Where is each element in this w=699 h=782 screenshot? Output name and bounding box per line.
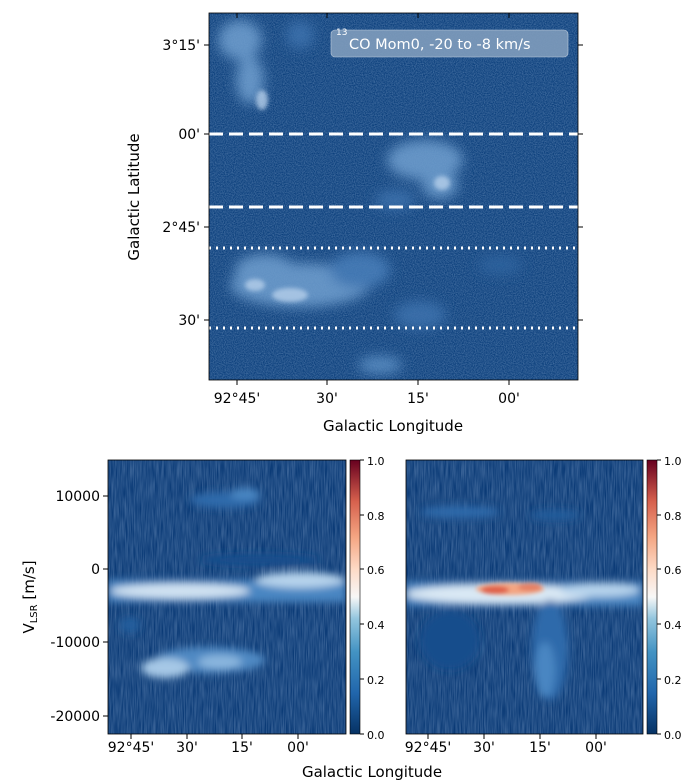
pv-diagram-left: 1.0 0.8 0.6 0.4 0.2 0.0 10000 0 -10000 -… <box>20 455 385 756</box>
x-tick-label: 00' <box>498 391 520 407</box>
top-map-left-ticks <box>204 44 209 321</box>
pv-right-x-ticks <box>427 734 597 739</box>
colorbar-label: 0.4 <box>664 619 682 632</box>
top-map-right-ticks <box>578 44 583 321</box>
pv-right-emission <box>406 460 643 734</box>
x-tick-label: 15' <box>407 391 429 407</box>
pv-left-frame <box>107 459 347 735</box>
pv-left-x-tick-labels: 92°45' 30' 15' 00' <box>108 740 309 756</box>
top-map-xlabel: Galactic Longitude <box>323 417 463 435</box>
pv-left-x-ticks <box>130 734 299 739</box>
colorbar-right-ticks <box>657 459 661 735</box>
x-tick-label: 00' <box>585 740 607 756</box>
y-tick-label: 00' <box>178 127 200 143</box>
colorbar-label: 1.0 <box>367 455 385 468</box>
x-tick-label: 30' <box>473 740 495 756</box>
y-tick-label: 3°15' <box>162 38 200 54</box>
top-moment-map: 13 CO Mom0, -20 to -8 km/s 3°15' 00' 2°4… <box>125 12 583 435</box>
colorbar-right <box>646 459 658 735</box>
pv-diagram-right: 1.0 0.8 0.6 0.4 0.2 0.0 92°45' 30' 15' 0… <box>405 455 682 756</box>
colorbar-label: 0.0 <box>664 729 682 742</box>
colorbar-label: 0.4 <box>367 619 385 632</box>
x-tick-label: 92°45' <box>108 740 154 756</box>
colorbar-label: 0.2 <box>367 674 385 687</box>
top-map-bottom-ticks <box>236 380 510 385</box>
colorbar-left <box>349 459 361 735</box>
top-map-frame <box>208 12 579 381</box>
top-map-x-tick-labels: 92°45' 30' 15' 00' <box>214 391 520 407</box>
pv-left-emission <box>108 460 346 734</box>
x-tick-label: 30' <box>176 740 198 756</box>
colorbar-label: 1.0 <box>664 455 682 468</box>
top-map-ylabel: Galactic Latitude <box>125 133 143 260</box>
y-tick-label: 0 <box>91 562 100 578</box>
y-tick-label: 2°45' <box>162 220 200 236</box>
top-map-top-ticks <box>236 13 510 18</box>
pv-left-y-ticks <box>103 495 108 717</box>
colorbar-left-ticks <box>360 459 364 735</box>
x-tick-label: 30' <box>316 391 338 407</box>
pv-right-frame <box>405 459 644 735</box>
top-map-y-tick-labels: 3°15' 00' 2°45' 30' <box>162 38 200 329</box>
y-tick-label: -20000 <box>50 709 100 725</box>
top-map-emission <box>209 13 578 380</box>
annotation-superscript: 13 <box>336 28 347 38</box>
shared-xlabel: Galactic Longitude <box>302 763 442 781</box>
colorbar-label: 0.8 <box>367 510 385 523</box>
pv-left-ylabel: VLSR [m/s] <box>20 560 40 633</box>
colorbar-right-labels: 1.0 0.8 0.6 0.4 0.2 0.0 <box>664 455 682 742</box>
colorbar-label: 0.6 <box>367 564 385 577</box>
colorbar-label: 0.2 <box>664 674 682 687</box>
y-tick-label: 10000 <box>55 489 100 505</box>
colorbar-left-labels: 1.0 0.8 0.6 0.4 0.2 0.0 <box>367 455 385 742</box>
colorbar-label: 0.0 <box>367 729 385 742</box>
annotation-text: CO Mom0, -20 to -8 km/s <box>349 37 531 53</box>
x-tick-label: 15' <box>231 740 253 756</box>
x-tick-label: 00' <box>287 740 309 756</box>
y-tick-label: 30' <box>178 313 200 329</box>
colorbar-label: 0.6 <box>664 564 682 577</box>
y-tick-label: -10000 <box>50 635 100 651</box>
colorbar-label: 0.8 <box>664 510 682 523</box>
x-tick-label: 92°45' <box>214 391 260 407</box>
pv-right-x-tick-labels: 92°45' 30' 15' 00' <box>405 740 607 756</box>
pv-left-y-tick-labels: 10000 0 -10000 -20000 <box>50 489 100 725</box>
x-tick-label: 92°45' <box>405 740 451 756</box>
x-tick-label: 15' <box>529 740 551 756</box>
annotation-box: 13 CO Mom0, -20 to -8 km/s <box>330 28 569 58</box>
